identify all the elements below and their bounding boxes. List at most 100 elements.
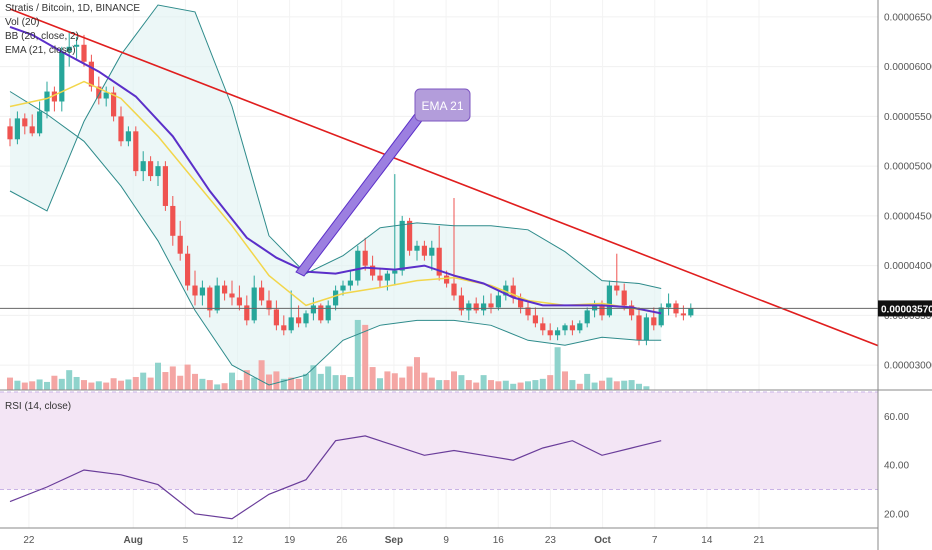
candle-body xyxy=(599,305,605,316)
volume-bar xyxy=(58,378,65,390)
candle-body xyxy=(377,275,383,281)
volume-bar xyxy=(628,380,635,390)
candle-body xyxy=(658,307,664,326)
volume-bar xyxy=(354,319,361,390)
candle-body xyxy=(207,287,213,311)
volume-bar xyxy=(547,375,554,390)
volume-bar xyxy=(599,380,605,390)
candle-body xyxy=(81,44,87,62)
annotation-box xyxy=(414,88,471,122)
candle-body xyxy=(458,295,464,311)
x-tick-label: Oct xyxy=(594,535,611,546)
candle-body xyxy=(680,313,686,316)
candle-body xyxy=(636,315,642,341)
volume-bar xyxy=(369,367,376,390)
volume-bar xyxy=(317,373,324,390)
candle-body xyxy=(473,303,479,311)
candle-body xyxy=(103,92,109,99)
rsi-tick-label: 20.00 xyxy=(884,509,909,520)
candle-body xyxy=(429,247,435,256)
candle-body xyxy=(192,285,198,296)
volume-bar xyxy=(399,377,406,390)
candle-body xyxy=(466,303,472,311)
volume-bar xyxy=(88,382,95,390)
volume-bar xyxy=(95,381,102,390)
candle-body xyxy=(29,126,35,134)
candle-body xyxy=(503,285,509,296)
candle-body xyxy=(347,280,353,286)
volume-bar xyxy=(199,378,206,390)
candle-body xyxy=(37,111,43,134)
volume-bar xyxy=(488,380,494,390)
volume-bar xyxy=(66,370,73,390)
candle-body xyxy=(629,305,635,316)
volume-bar xyxy=(162,372,169,390)
volume-bar xyxy=(347,376,354,390)
volume-bar xyxy=(436,380,443,390)
x-tick-label: 23 xyxy=(545,535,557,546)
candle-body xyxy=(540,323,546,331)
candle-body xyxy=(14,118,20,140)
volume-bar xyxy=(539,378,546,390)
volume-bar xyxy=(458,375,465,390)
rsi-legend[interactable]: RSI (14, close) xyxy=(5,401,72,412)
bb-upper-line xyxy=(9,4,662,289)
bb-legend[interactable]: BB (20, close, 2) xyxy=(5,31,79,42)
volume-bar xyxy=(73,376,80,390)
candle-body xyxy=(310,305,316,314)
vol-legend[interactable]: Vol (20) xyxy=(5,17,40,28)
candle-body xyxy=(451,283,457,296)
candle-body xyxy=(333,290,339,306)
chart-legend: Stratis / Bitcoin, 1D, BINANCE Vol (20) … xyxy=(5,2,140,58)
volume-bar xyxy=(243,370,250,390)
x-tick-label: 12 xyxy=(232,535,244,546)
candle-body xyxy=(562,325,568,331)
y-tick-label: 0.00006000 xyxy=(884,62,932,73)
volume-bar xyxy=(51,375,58,390)
volume-bar xyxy=(421,372,428,390)
volume-bar xyxy=(110,378,117,390)
volume-bar xyxy=(584,373,591,390)
candle-body xyxy=(384,273,390,281)
volume-bar xyxy=(554,347,561,390)
volume-bar xyxy=(643,386,650,390)
candle-body xyxy=(155,166,161,177)
volume-bar xyxy=(310,365,317,390)
volume-bar xyxy=(132,376,139,390)
volume-bar xyxy=(7,377,13,390)
volume-bar xyxy=(266,374,272,390)
candle-body xyxy=(214,285,220,311)
volume-bar xyxy=(221,383,228,390)
volume-bar xyxy=(621,380,628,390)
candle-body xyxy=(688,308,694,316)
candle-body xyxy=(266,300,272,310)
candle-body xyxy=(399,220,405,271)
candle-body xyxy=(340,285,346,291)
volume-bar xyxy=(591,382,598,390)
x-tick-label: 21 xyxy=(753,535,765,546)
volume-bar xyxy=(451,371,457,390)
volume-bar xyxy=(495,381,502,390)
candle-body xyxy=(569,325,575,331)
volume-bar xyxy=(147,377,154,390)
candle-body xyxy=(251,287,257,321)
x-tick-label: 14 xyxy=(701,535,713,546)
volume-bar xyxy=(103,382,110,390)
candle-body xyxy=(125,131,131,142)
ema-legend[interactable]: EMA (21, close) xyxy=(5,45,76,56)
candle-body xyxy=(614,285,620,291)
rsi-band xyxy=(0,392,878,490)
volume-bar xyxy=(184,364,191,390)
trendline xyxy=(9,8,878,347)
candle-body xyxy=(96,86,102,99)
volume-bar xyxy=(502,380,509,390)
symbol-title[interactable]: Stratis / Bitcoin, 1D, BINANCE xyxy=(5,3,141,14)
ema21-line xyxy=(9,25,662,315)
x-tick-label: 26 xyxy=(336,535,348,546)
volume-bar xyxy=(613,381,620,390)
candle-body xyxy=(392,270,398,274)
volume-bar xyxy=(340,375,346,390)
volume-bar xyxy=(118,380,124,390)
candle-body xyxy=(325,305,331,321)
